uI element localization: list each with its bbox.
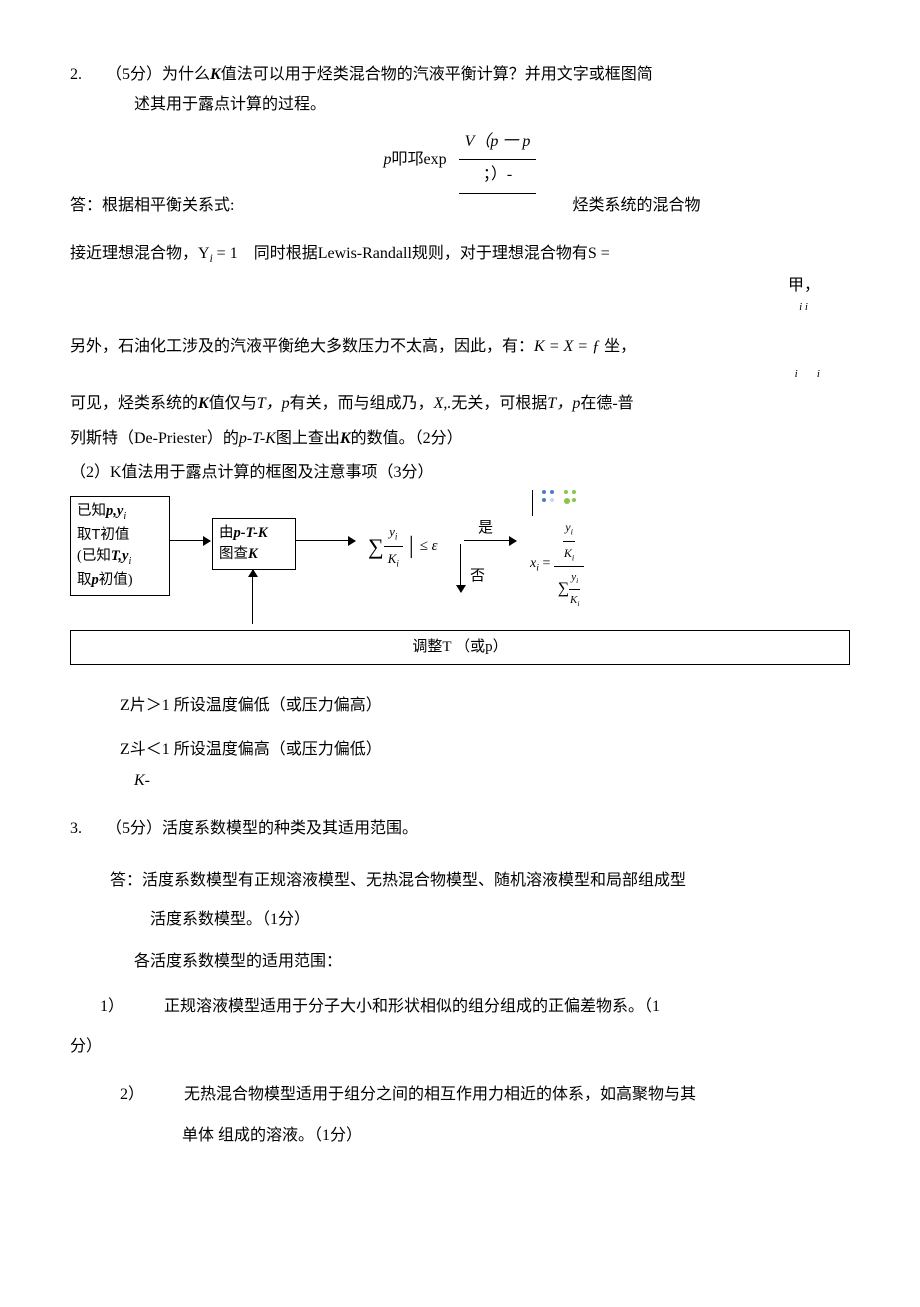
l3c: 坐，	[600, 338, 636, 355]
arrow-2	[295, 540, 355, 541]
q2-l2d: 甲， i i	[70, 271, 850, 318]
vbar-top	[532, 490, 533, 516]
q3-anslabel: 答：	[110, 872, 142, 889]
l5b: p-T-K	[239, 430, 276, 447]
q2-prompt: 2. （5分）为什么K值法可以用于烃类混合物的汽液平衡计算？并用文字或框图简	[70, 60, 850, 90]
q3a1a: 活度系数模型有正规溶液模型、无热混合物模型、随机溶液模型和局部组成型	[142, 872, 686, 889]
q2-ans-l2: 接近理想混合物，Yi = 1 同时根据Lewis-Randall规则，对于理想混…	[70, 239, 850, 270]
b1l3b: T,y	[111, 548, 129, 564]
q2-note1: Z片＞1 所设温度偏低（或压力偏高）	[70, 691, 850, 721]
q2-ans-l1: 答：根据相平衡关系式: 烃类系统的混合物	[70, 191, 850, 221]
q2-l3-sub: i i	[70, 364, 850, 385]
l5c: 图上查出	[276, 430, 340, 447]
l4g: T，p	[547, 395, 580, 412]
q3-item1: 1） 正规溶液模型适用于分子大小和形状相似的组分组成的正偏差物系。（1	[70, 992, 850, 1022]
q3-number: 3.	[70, 820, 82, 837]
q3-ans1: 答：活度系数模型有正规溶液模型、无热混合物模型、随机溶液模型和局部组成型	[70, 866, 850, 896]
q3-prompt: 3. （5分）活度系数模型的种类及其适用范围。	[70, 814, 850, 844]
q3-item2: 2） 无热混合物模型适用于组分之间的相互作用力相近的体系，如高聚物与其	[70, 1080, 850, 1110]
arrow-1	[170, 540, 210, 541]
b2l1: 由	[219, 525, 234, 541]
l4h: 在德-普	[580, 395, 633, 412]
l2c: 同时根据Lewis-Randall规则，对于理想混合物有S =	[254, 245, 610, 262]
l5a: 列斯特（De-Priester）的	[70, 430, 239, 447]
q2-ans-l3: 另外，石油化工涉及的汽液平衡绝大多数压力不太高，因此，有：K = X = ƒ 坐…	[70, 332, 850, 362]
label-no: 否	[470, 562, 485, 591]
b2l2b: K	[248, 546, 258, 562]
l5d: 的数值。（2分）	[351, 430, 463, 447]
b1l3a: (已知	[77, 548, 111, 564]
b1l2a: 取	[77, 527, 92, 543]
xi-expr: xi = yiKi ∑yiKi	[530, 516, 584, 611]
arrow-down	[460, 544, 461, 592]
q2-ans-l5: 列斯特（De-Priester）的p-T-K图上查出K的数值。（2分）	[70, 424, 850, 454]
l4f: 无关，可根据	[451, 395, 547, 412]
flowchart: 已知p,yi 取T初值 (已知T,yi 取p初值) 由p-T-K 图查K ∑yi…	[70, 496, 850, 626]
b1l4c: 初值)	[99, 572, 133, 588]
q3-item1b: 分）	[70, 1032, 850, 1062]
q3-points: （5分）	[106, 820, 162, 837]
q2-note2: Z斗＜1 所设温度偏高（或压力偏低）	[70, 735, 850, 765]
l5k: K	[340, 430, 351, 447]
b2l2: 图查	[219, 546, 248, 562]
q2-t1: 为什么	[162, 66, 210, 83]
l4e: X,.	[434, 395, 452, 412]
l2d-text: 甲，	[788, 277, 820, 294]
q2-t2: 值法可以用于烃类混合物的汽液平衡计算？并用文字或框图简	[221, 66, 653, 83]
question-3: 3. （5分）活度系数模型的种类及其适用范围。 答：活度系数模型有正规溶液模型、…	[70, 814, 850, 1151]
q3-text: 活度系数模型的种类及其适用范围。	[162, 820, 418, 837]
i1num: 1）	[100, 992, 160, 1022]
l3a: 另外，石油化工涉及的汽液平衡绝大多数压力不太高，因此，有：	[70, 338, 534, 355]
q2-points: （5分）	[106, 66, 162, 83]
l4a: 可见，烃类系统的	[70, 395, 198, 412]
l4c: T，p	[257, 395, 290, 412]
f-num: V（p 一 p	[465, 133, 531, 150]
q2-k: K	[210, 66, 221, 83]
l4d: 有关，而与组成乃，	[290, 395, 434, 412]
q2-prompt-line2: 述其用于露点计算的过程。	[70, 90, 850, 120]
b1l4b: p	[92, 572, 99, 588]
b1l1: 已知	[77, 503, 106, 519]
label-yes: 是	[478, 514, 493, 543]
question-2: 2. （5分）为什么K值法可以用于烃类混合物的汽液平衡计算？并用文字或框图简 述…	[70, 60, 850, 796]
q3-item2b: 单体 组成的溶液。（1分）	[70, 1121, 850, 1151]
l4b: 值仅与	[209, 395, 257, 412]
fc-box-input: 已知p,yi 取T初值 (已知T,yi 取p初值)	[70, 496, 170, 595]
i2num: 2）	[120, 1080, 180, 1110]
arrow-up	[252, 570, 253, 624]
b1l2c: 初值	[100, 527, 129, 543]
fc-box-lookup: 由p-T-K 图查K	[212, 518, 296, 570]
ans-label: 答：根据相平衡关系式:	[70, 197, 234, 214]
l2a: 接近理想混合物，Y	[70, 245, 210, 262]
f-p: p	[384, 151, 392, 168]
q2-note3: K-	[70, 766, 850, 796]
q2-sub2: （2）K值法用于露点计算的框图及注意事项（3分）	[70, 458, 850, 488]
eps: ≤ ε	[420, 538, 438, 554]
i1a: 正规溶液模型适用于分子大小和形状相似的组分组成的正偏差物系。（1	[164, 998, 660, 1015]
f-pre: 叩邛exp	[392, 151, 447, 168]
l2b: = 1	[213, 245, 238, 262]
b1l4a: 取	[77, 572, 92, 588]
q2-ans-l4: 可见，烃类系统的K值仅与T，p有关，而与组成乃，X,.无关，可根据T，p在德-普	[70, 389, 850, 419]
l3b: K = X = ƒ	[534, 338, 600, 355]
q2-formula: p叩邛exp V（p 一 p ；）-	[70, 127, 850, 187]
ans-tail: 烃类系统的混合物	[572, 197, 700, 214]
q2-number: 2.	[70, 66, 82, 83]
i2a: 无热混合物模型适用于组分之间的相互作用力相近的体系，如高聚物与其	[184, 1086, 696, 1103]
b2l1b: p-T-K	[234, 525, 268, 541]
adjust-box: 调整T （或p）	[70, 630, 850, 665]
dots	[540, 488, 578, 518]
l4k: K	[198, 395, 209, 412]
b1l1b: p,y	[106, 503, 123, 519]
sum-expr: ∑yiKi | ≤ ε	[368, 520, 438, 573]
q3-ans2: 各活度系数模型的适用范围：	[70, 947, 850, 977]
q3-ans1b: 活度系数模型。（1分）	[70, 905, 850, 935]
f-mid: ；）-	[483, 166, 512, 183]
